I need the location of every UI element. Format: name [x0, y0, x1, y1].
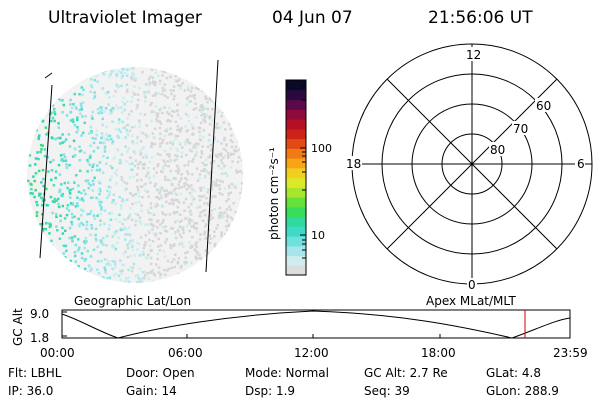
status-ip: IP: 36.0 [8, 384, 54, 398]
colorbar-segment [286, 226, 306, 237]
status-dsp: Dsp: 1.9 [245, 384, 296, 398]
alt-plot-x-tick-2359: 23:59 [553, 346, 588, 360]
colorbar-segment [286, 216, 306, 227]
colorbar-segment [286, 119, 306, 130]
alt-plot-x-tick-0600: 06:00 [168, 346, 203, 360]
date-label: 04 Jun 07 [272, 8, 353, 28]
alt-plot-y-tick-1-8: 1.8 [30, 331, 49, 345]
uv-image [27, 59, 243, 283]
status-glon: GLon: 288.9 [486, 384, 559, 398]
colorbar-segment [286, 99, 306, 110]
colorbar-segment [286, 265, 306, 276]
colorbar-segment [286, 80, 306, 91]
mlt-label-12: 12 [466, 48, 481, 62]
status-mode: Mode: Normal [245, 366, 329, 380]
colorbar-unit-label: photon cm⁻²s⁻¹ [267, 147, 281, 240]
alt-plot-right-title: Apex MLat/MLT [426, 294, 516, 308]
status-door: Door: Open [126, 366, 195, 380]
colorbar-segment [286, 158, 306, 169]
lat-label-80: 80 [490, 143, 505, 157]
lat-label-60: 60 [536, 99, 551, 113]
alt-plot-x-tick-1200: 12:00 [294, 346, 329, 360]
colorbar-segment [286, 128, 306, 140]
colorbar-segment [286, 206, 306, 218]
status-flt: Flt: LBHL [8, 366, 62, 380]
app-title: Ultraviolet Imager [48, 8, 202, 28]
status-gain: Gain: 14 [126, 384, 177, 398]
mlt-label-18: 18 [346, 157, 361, 171]
alt-plot-y-label: GC Alt [11, 308, 25, 346]
status-glat: GLat: 4.8 [486, 366, 541, 380]
mlt-label-6: 6 [577, 157, 585, 171]
colorbar-segment [286, 138, 306, 149]
alt-plot-left-title: Geographic Lat/Lon [74, 294, 191, 308]
colorbar-segment [286, 197, 306, 208]
colorbar-segment [286, 245, 306, 257]
mlt-label-0: 0 [468, 278, 476, 292]
colorbar-segment [286, 148, 306, 159]
alt-plot-x-tick-0000: 00:00 [40, 346, 75, 360]
lat-label-70: 70 [513, 122, 528, 136]
colorbar-segment [286, 236, 306, 247]
altitude-plot [61, 309, 571, 339]
colorbar-segment [286, 177, 306, 188]
colorbar-segment [286, 255, 306, 266]
colorbar-segment [286, 109, 306, 120]
status-gc-alt: GC Alt: 2.7 Re [364, 366, 448, 380]
colorbar-segment [286, 167, 306, 179]
polar-grid [351, 43, 593, 285]
alt-plot-y-tick-9: 9.0 [30, 307, 49, 321]
colorbar-segment [286, 89, 306, 101]
colorbar [285, 79, 307, 276]
status-seq: Seq: 39 [364, 384, 410, 398]
colorbar-tick-10: 10 [311, 229, 325, 242]
time-label: 21:56:06 UT [428, 8, 533, 28]
colorbar-tick-100: 100 [311, 142, 332, 155]
alt-plot-x-tick-1800: 18:00 [421, 346, 456, 360]
colorbar-segment [286, 187, 306, 198]
